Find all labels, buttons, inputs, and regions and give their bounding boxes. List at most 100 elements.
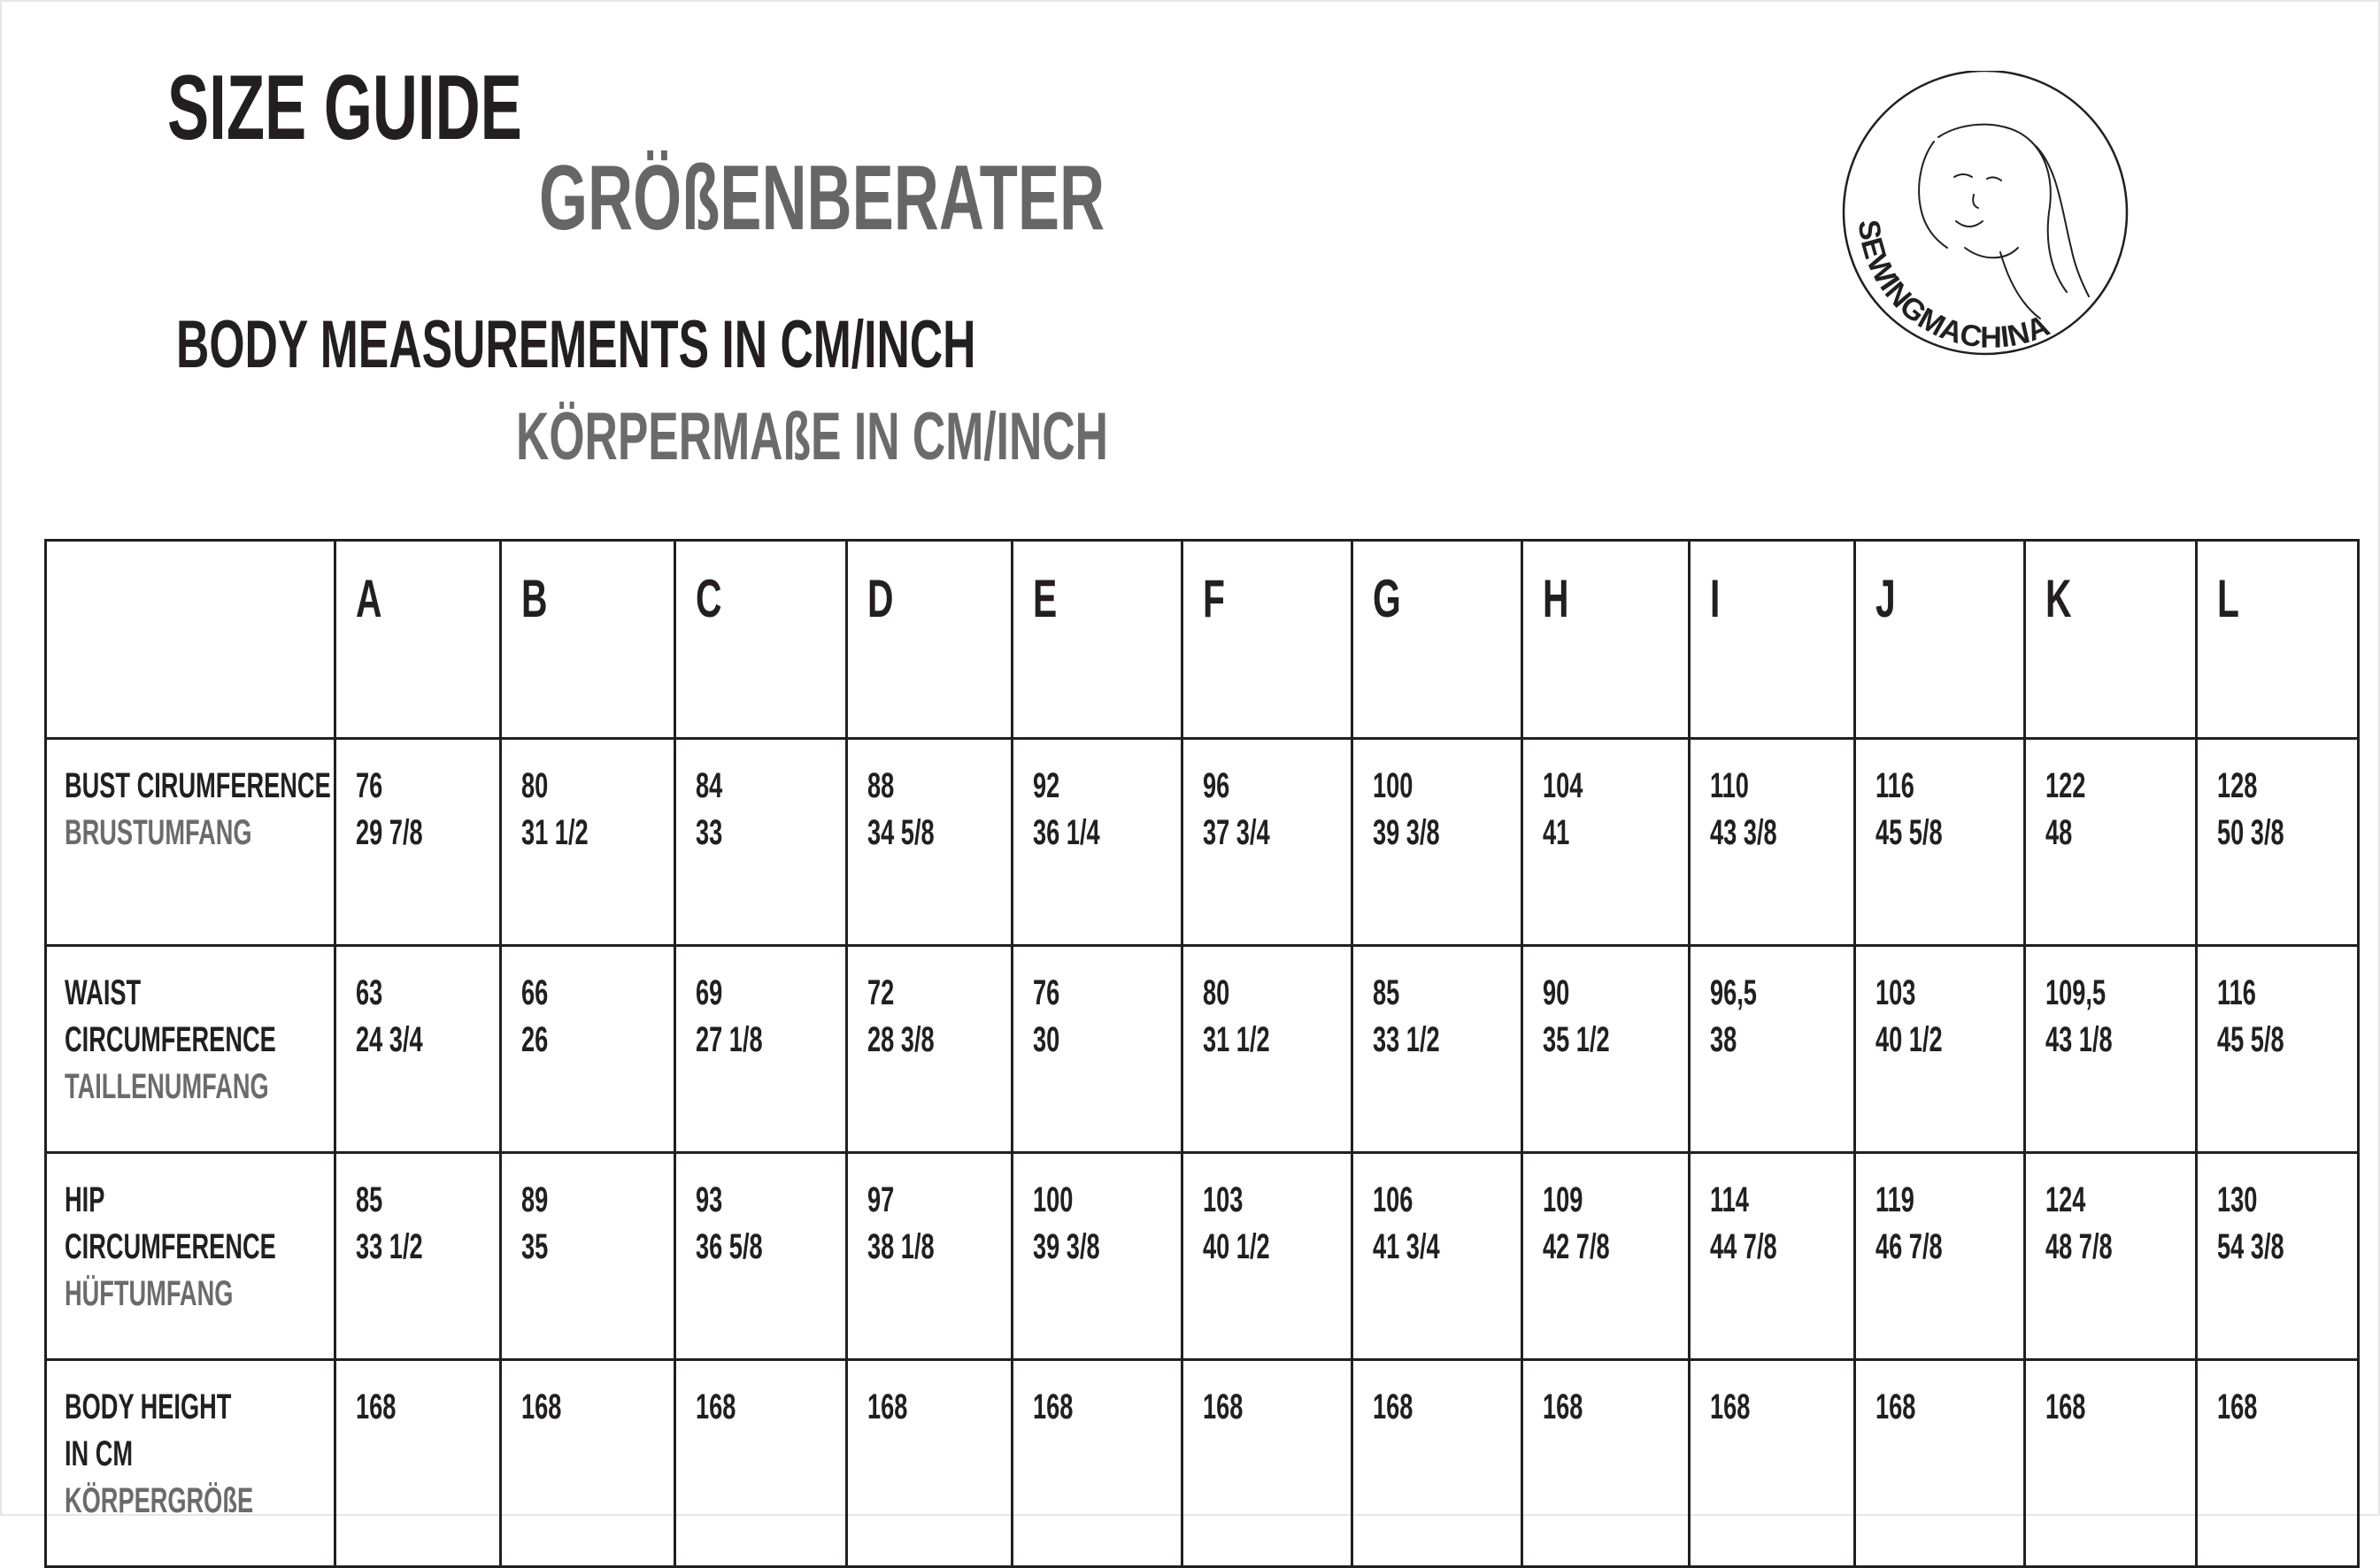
value-cm: 116 bbox=[2217, 973, 2256, 1012]
value-inch: 29 7/8 bbox=[356, 813, 423, 852]
size-header-i: I bbox=[1688, 539, 1856, 740]
value-cell: 168 bbox=[334, 1358, 502, 1568]
value-inch: 45 5/8 bbox=[1876, 813, 1943, 852]
value-cell: 97 38 1/8 bbox=[845, 1151, 1013, 1361]
value-cm: 168 bbox=[1710, 1387, 1751, 1426]
value-inch: 33 1/2 bbox=[1373, 1020, 1440, 1059]
value-cm: 168 bbox=[1033, 1387, 1074, 1426]
value-cm: 168 bbox=[696, 1387, 736, 1426]
value-cell: 104 41 bbox=[1521, 737, 1691, 947]
title-size-guide-de: GRÖßENBERATER bbox=[539, 147, 1105, 250]
value-inch: 40 1/2 bbox=[1876, 1020, 1943, 1059]
value-cell: 85 33 1/2 bbox=[334, 1151, 502, 1361]
value-cm: 116 bbox=[1876, 766, 1914, 805]
value-cell: 84 33 bbox=[674, 737, 848, 947]
value-inch: 36 1/4 bbox=[1033, 813, 1100, 852]
value-inch: 27 1/8 bbox=[696, 1020, 763, 1059]
value-inch: 48 7/8 bbox=[2045, 1227, 2113, 1266]
value-inch: 24 3/4 bbox=[356, 1020, 423, 1059]
value-inch: 28 3/8 bbox=[867, 1020, 935, 1059]
value-cell: 88 34 5/8 bbox=[845, 737, 1013, 947]
logo-text: SEWINGMACHINA bbox=[1852, 218, 2054, 354]
value-cm: 92 bbox=[1033, 766, 1060, 805]
value-cm: 63 bbox=[356, 973, 383, 1012]
value-inch: 45 5/8 bbox=[2217, 1020, 2284, 1059]
value-cm: 97 bbox=[867, 1180, 895, 1219]
value-cm: 168 bbox=[1373, 1387, 1413, 1426]
value-inch: 26 bbox=[521, 1020, 549, 1059]
value-cm: 114 bbox=[1710, 1180, 1749, 1219]
subtitle-measurements: BODY MEASUREMENTS IN CM/INCH bbox=[176, 307, 976, 382]
value-cell: 100 39 3/8 bbox=[1011, 1151, 1183, 1361]
value-cm: 84 bbox=[696, 766, 723, 805]
value-inch: 38 1/8 bbox=[867, 1227, 935, 1266]
value-cell: 130 54 3/8 bbox=[2195, 1151, 2360, 1361]
value-cm: 69 bbox=[696, 973, 723, 1012]
value-inch: 31 1/2 bbox=[521, 813, 589, 852]
size-header-f: F bbox=[1181, 539, 1353, 740]
value-cell: 92 36 1/4 bbox=[1011, 737, 1183, 947]
value-cell: 168 bbox=[1011, 1358, 1183, 1568]
value-cm: 85 bbox=[356, 1180, 383, 1219]
value-cell: 89 35 bbox=[499, 1151, 676, 1361]
value-cm: 128 bbox=[2217, 766, 2258, 805]
title-size-guide: SIZE GUIDE bbox=[167, 57, 522, 159]
size-header-d: D bbox=[845, 539, 1013, 740]
value-cm: 168 bbox=[867, 1387, 908, 1426]
value-inch: 50 3/8 bbox=[2217, 813, 2284, 852]
size-header-e: E bbox=[1011, 539, 1183, 740]
value-inch: 54 3/8 bbox=[2217, 1227, 2284, 1266]
row-label: BUST CIRUMFERENCE BRUSTUMFANG bbox=[44, 737, 336, 947]
value-cell: 103 40 1/2 bbox=[1181, 1151, 1353, 1361]
value-cm: 66 bbox=[521, 973, 549, 1012]
value-cell: 109,5 43 1/8 bbox=[2023, 944, 2198, 1154]
table-row: HIP CIRCUMFERENCE HÜFTUMFANG 85 33 1/2 89 35 93… bbox=[44, 1151, 2360, 1361]
value-inch: 34 5/8 bbox=[867, 813, 935, 852]
value-cm: 89 bbox=[521, 1180, 549, 1219]
value-cell: 168 bbox=[1853, 1358, 2026, 1568]
value-cell: 114 44 7/8 bbox=[1688, 1151, 1856, 1361]
value-cell: 80 31 1/2 bbox=[499, 737, 676, 947]
value-inch: 35 bbox=[521, 1227, 549, 1266]
value-cell: 80 31 1/2 bbox=[1181, 944, 1353, 1154]
value-cell: 124 48 7/8 bbox=[2023, 1151, 2198, 1361]
value-cell: 109 42 7/8 bbox=[1521, 1151, 1691, 1361]
value-cm: 109,5 bbox=[2045, 973, 2107, 1012]
value-inch: 39 3/8 bbox=[1373, 813, 1440, 852]
woman-face-icon bbox=[1918, 123, 2090, 319]
value-inch: 41 3/4 bbox=[1373, 1227, 1440, 1266]
size-header-c: C bbox=[674, 539, 848, 740]
value-cm: 168 bbox=[2045, 1387, 2086, 1426]
value-cell: 168 bbox=[674, 1358, 848, 1568]
row-label: BODY HEIGHT IN CM KÖRPERGRÖßE bbox=[44, 1358, 336, 1568]
sewingmachina-logo: SEWINGMACHINA bbox=[1842, 71, 2129, 356]
value-cm: 100 bbox=[1033, 1180, 1074, 1219]
value-inch: 43 3/8 bbox=[1710, 813, 1777, 852]
value-cm: 96 bbox=[1203, 766, 1230, 805]
value-cm: 85 bbox=[1373, 973, 1400, 1012]
value-inch: 38 bbox=[1710, 1020, 1737, 1059]
value-cell: 72 28 3/8 bbox=[845, 944, 1013, 1154]
value-cell: 106 41 3/4 bbox=[1351, 1151, 1523, 1361]
value-cell: 66 26 bbox=[499, 944, 676, 1154]
value-cell: 119 46 7/8 bbox=[1853, 1151, 2026, 1361]
value-cm: 103 bbox=[1203, 1180, 1244, 1219]
value-cm: 124 bbox=[2045, 1180, 2086, 1219]
size-header-j: J bbox=[1853, 539, 2026, 740]
value-cell: 110 43 3/8 bbox=[1688, 737, 1856, 947]
logo-circle bbox=[1842, 71, 2129, 356]
table-row: BODY HEIGHT IN CM KÖRPERGRÖßE 168 168 168 168 1… bbox=[44, 1358, 2360, 1568]
value-cell: 116 45 5/8 bbox=[1853, 737, 2026, 947]
size-header-b: B bbox=[499, 539, 676, 740]
value-cm: 100 bbox=[1373, 766, 1413, 805]
value-cm: 168 bbox=[356, 1387, 397, 1426]
value-inch: 36 5/8 bbox=[696, 1227, 763, 1266]
value-inch: 48 bbox=[2045, 813, 2073, 852]
value-cell: 63 24 3/4 bbox=[334, 944, 502, 1154]
subtitle-measurements-de: KÖRPERMAßE IN CM/INCH bbox=[516, 399, 1108, 474]
table-row: BUST CIRUMFERENCE BRUSTUMFANG 76 29 7/8 80 31… bbox=[44, 737, 2360, 947]
value-inch: 44 7/8 bbox=[1710, 1227, 1777, 1266]
row-label: WAIST CIRCUMFERENCE TAILLENUMFANG bbox=[44, 944, 336, 1154]
value-cm: 168 bbox=[1203, 1387, 1244, 1426]
value-cell: 122 48 bbox=[2023, 737, 2198, 947]
